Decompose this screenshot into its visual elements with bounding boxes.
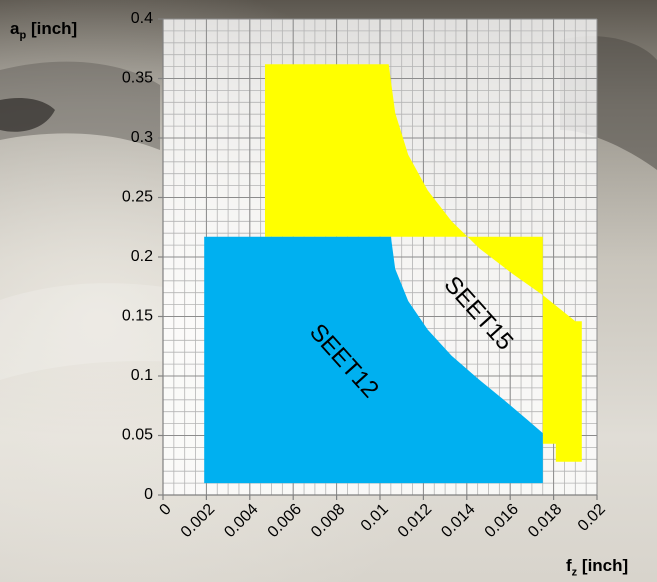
x-axis-title-main: f — [566, 556, 572, 575]
x-tick-label: 0.016 — [482, 501, 522, 541]
region-seet15 — [265, 64, 582, 462]
y-tick-label: 0.2 — [131, 248, 153, 265]
y-tick-label: 0 — [144, 486, 153, 503]
x-axis-title-unit: [inch] — [581, 556, 629, 575]
y-tick-labels: 0 0.05 0.1 0.15 0.2 0.25 0.3 0.35 0.4 — [122, 10, 153, 503]
x-tick-label: 0.008 — [308, 501, 348, 541]
y-tick-label: 0.4 — [131, 10, 153, 27]
y-tick-label: 0.05 — [122, 427, 153, 444]
x-tick-label: 0.012 — [395, 501, 435, 541]
y-axis-title: ap [inch] — [10, 19, 77, 41]
y-tick-label: 0.15 — [122, 308, 153, 325]
x-tick-label: 0.006 — [265, 501, 305, 541]
x-tick-labels: 0 0.002 0.004 0.006 0.008 0.01 0.012 0.014 0.016… — [156, 501, 608, 541]
y-tick-label: 0.25 — [122, 189, 153, 206]
y-tick-label: 0.3 — [131, 129, 153, 146]
x-tick-label: 0.02 — [575, 501, 609, 535]
axes — [158, 18, 598, 500]
x-tick-label: 0 — [156, 501, 174, 519]
x-axis-title: fz [inch] — [566, 556, 628, 578]
y-axis-title-sub: p — [19, 29, 27, 42]
x-tick-label: 0.002 — [178, 501, 218, 541]
x-tick-label: 0.01 — [358, 501, 392, 535]
y-axis-title-main: a — [10, 19, 20, 38]
x-axis-title-sub: z — [571, 566, 578, 579]
x-tick-label: 0.004 — [221, 501, 261, 541]
y-tick-label: 0.35 — [122, 70, 153, 87]
region-seet12 — [204, 236, 543, 484]
y-tick-label: 0.1 — [131, 367, 153, 384]
x-tick-label: 0.014 — [438, 501, 478, 541]
regions — [204, 64, 582, 484]
x-tick-label: 0.018 — [525, 501, 565, 541]
y-axis-title-unit: [inch] — [30, 19, 78, 38]
